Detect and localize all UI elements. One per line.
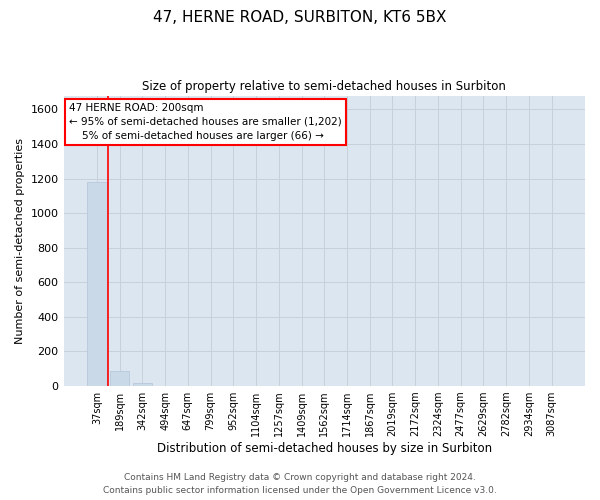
Title: Size of property relative to semi-detached houses in Surbiton: Size of property relative to semi-detach… <box>142 80 506 93</box>
Text: 47 HERNE ROAD: 200sqm
← 95% of semi-detached houses are smaller (1,202)
    5% o: 47 HERNE ROAD: 200sqm ← 95% of semi-deta… <box>69 103 341 141</box>
Text: Contains HM Land Registry data © Crown copyright and database right 2024.
Contai: Contains HM Land Registry data © Crown c… <box>103 474 497 495</box>
Bar <box>133 384 152 386</box>
Text: 47, HERNE ROAD, SURBITON, KT6 5BX: 47, HERNE ROAD, SURBITON, KT6 5BX <box>153 10 447 25</box>
X-axis label: Distribution of semi-detached houses by size in Surbiton: Distribution of semi-detached houses by … <box>157 442 492 455</box>
Y-axis label: Number of semi-detached properties: Number of semi-detached properties <box>15 138 25 344</box>
Bar <box>110 370 130 386</box>
Bar <box>87 182 107 386</box>
